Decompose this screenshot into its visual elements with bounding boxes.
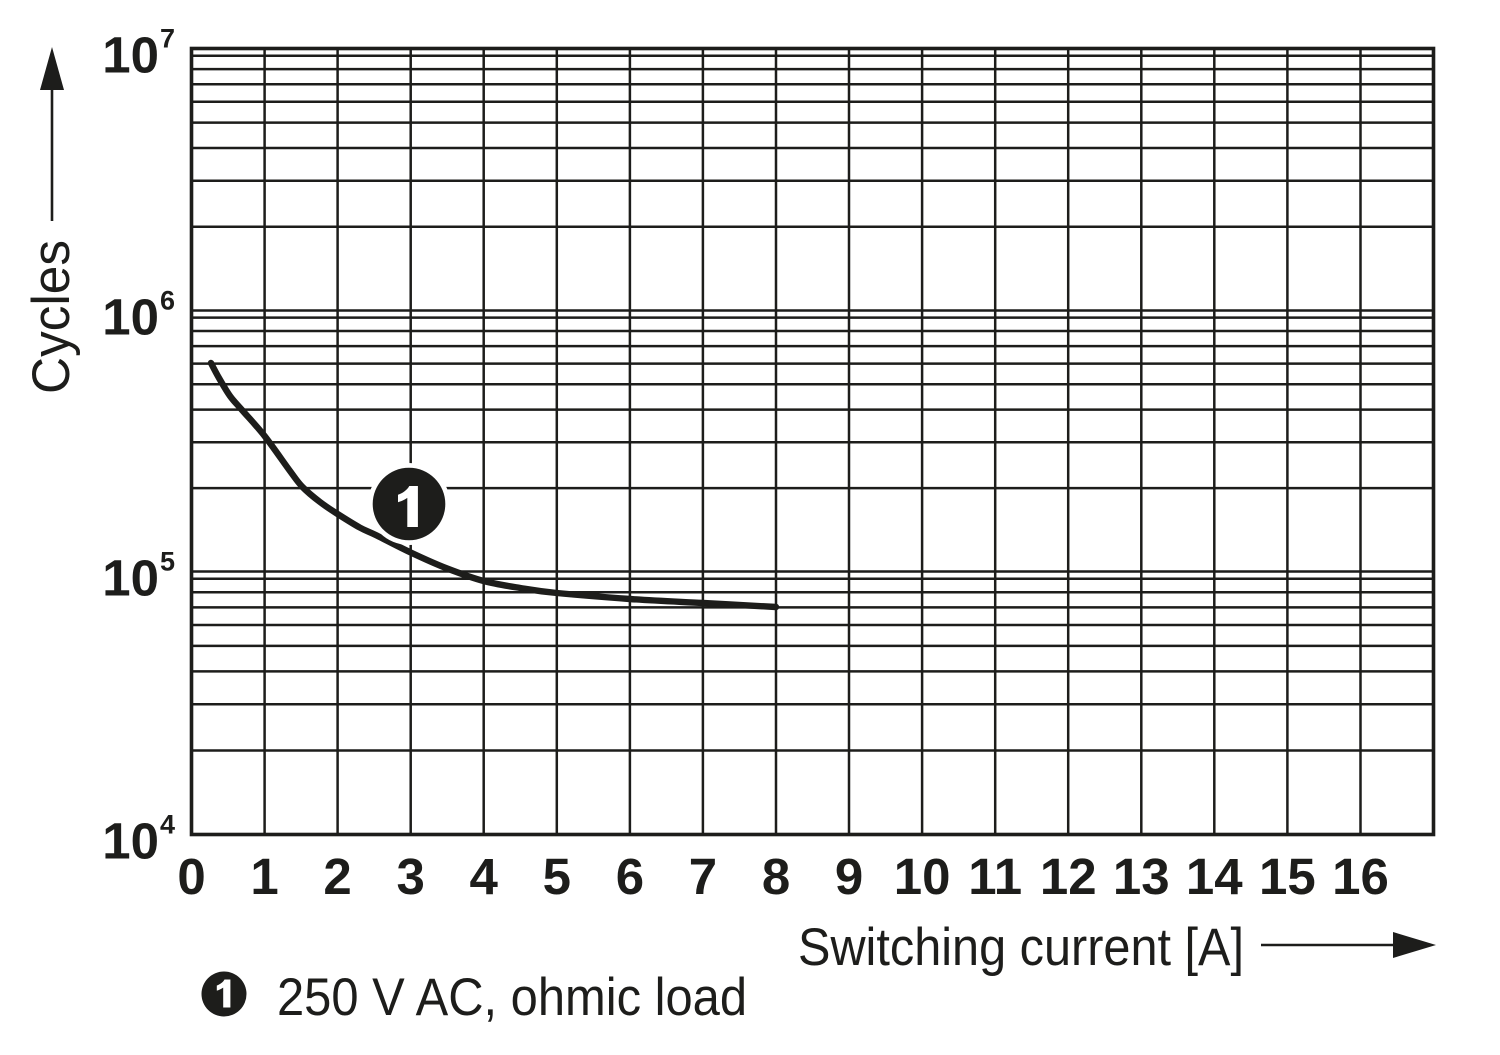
- svg-text:12: 12: [1040, 848, 1097, 905]
- svg-text:6: 6: [616, 848, 644, 905]
- svg-text:1: 1: [250, 848, 278, 905]
- svg-text:9: 9: [835, 848, 863, 905]
- svg-text:0: 0: [177, 848, 205, 905]
- svg-text:10: 10: [102, 27, 159, 84]
- svg-text:16: 16: [1332, 848, 1389, 905]
- svg-text:13: 13: [1113, 848, 1170, 905]
- svg-text:14: 14: [1186, 848, 1243, 905]
- svg-text:4: 4: [160, 810, 175, 840]
- svg-text:5: 5: [543, 848, 571, 905]
- svg-text:10: 10: [894, 848, 951, 905]
- svg-text:Cycles: Cycles: [22, 240, 81, 394]
- svg-text:10: 10: [102, 813, 159, 870]
- svg-text:7: 7: [160, 24, 175, 54]
- svg-text:7: 7: [689, 848, 717, 905]
- svg-text:3: 3: [397, 848, 425, 905]
- svg-text:11: 11: [968, 848, 1022, 905]
- svg-text:10: 10: [102, 550, 159, 607]
- svg-text:250 V AC, ohmic load: 250 V AC, ohmic load: [277, 968, 747, 1027]
- svg-text:6: 6: [160, 286, 175, 316]
- svg-text:15: 15: [1259, 848, 1316, 905]
- svg-text:4: 4: [470, 848, 499, 905]
- svg-text:2: 2: [323, 848, 351, 905]
- svg-text:5: 5: [160, 547, 175, 577]
- svg-text:Switching current [A]: Switching current [A]: [798, 918, 1244, 977]
- svg-text:10: 10: [102, 289, 159, 346]
- svg-text:8: 8: [762, 848, 790, 905]
